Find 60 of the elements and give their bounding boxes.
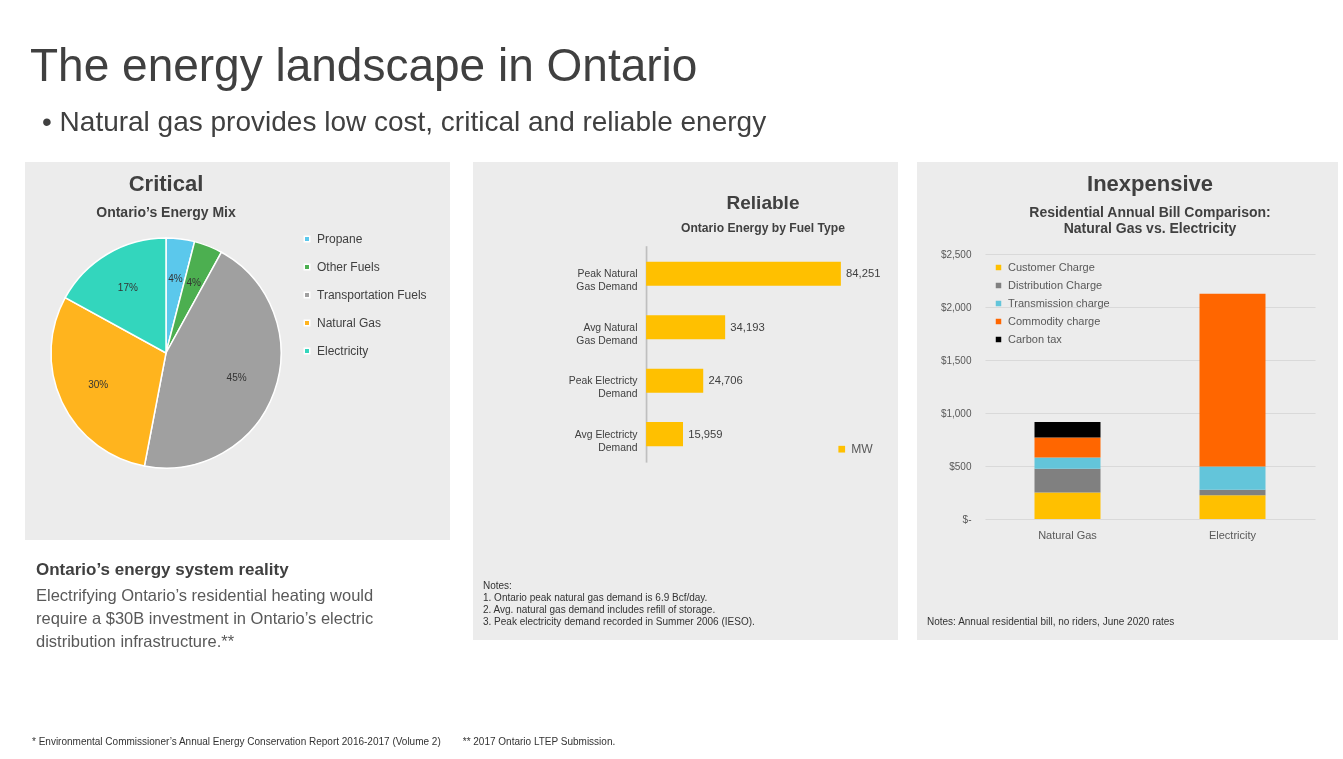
y-tick-label: $- <box>962 513 972 525</box>
y-tick-label: $500 <box>949 460 972 472</box>
y-tick-label: Peak Natural Gas Demand <box>576 268 638 293</box>
y-tick-label: Avg Natural Gas Demand <box>576 321 638 346</box>
data-label: 84,251 <box>846 267 881 280</box>
text: Ontario’s energy system reality <box>36 560 289 580</box>
chart-title: Reliable <box>726 192 800 214</box>
text: Electrifying Ontario’s residential heating would require a $30B investment in Ontario’s electric distribution infrastructure.** <box>36 585 375 652</box>
text: • Natural gas provides low cost, critical and reliable energy <box>42 106 767 138</box>
bar <box>1034 457 1101 469</box>
bar <box>646 422 684 447</box>
bar <box>646 315 726 340</box>
text: Notes: <box>483 580 513 592</box>
data-label: 15,959 <box>688 427 723 440</box>
legend-label: Other Fuels <box>317 260 380 274</box>
bar <box>1199 466 1266 490</box>
data-label: 30% <box>88 378 109 390</box>
chart-title: Inexpensive <box>1087 171 1213 196</box>
legend-label: Carbon tax <box>1008 332 1063 345</box>
chart-subtitle: Ontario Energy by Fuel Type <box>680 220 846 235</box>
y-tick-label: Avg Electricty Demand <box>574 428 639 453</box>
legend-label: Propane <box>317 232 363 246</box>
text: 3. Peak electricity demand recorded in Summer 2006 (IESO). <box>483 616 755 628</box>
bar <box>1034 468 1101 493</box>
text: The energy landscape in Ontario <box>30 38 698 92</box>
data-label: 45% <box>226 372 247 384</box>
y-tick-label: $2,000 <box>940 301 972 313</box>
text: Notes: Annual residential bill, no riders, June 2020 rates <box>927 616 1175 628</box>
text: 2. Avg. natural gas demand includes refill of storage. <box>483 604 717 616</box>
bar <box>646 261 841 286</box>
data-label: 17% <box>117 282 138 294</box>
bar <box>1199 489 1266 496</box>
y-tick-label: $1,000 <box>940 407 972 419</box>
legend-label: Natural Gas <box>317 316 382 330</box>
bar <box>1034 437 1101 458</box>
data-label: 4% <box>186 277 201 289</box>
legend-label: MW <box>851 441 874 456</box>
legend-label: Transportation Fuels <box>317 288 427 302</box>
chart-subtitle: Ontario’s Energy Mix <box>96 204 236 220</box>
legend-label: Distribution Charge <box>1008 278 1103 291</box>
legend-label: Commodity charge <box>1008 314 1101 327</box>
text: * Environmental Commissioner’s Annual Energy Conservation Report 2016-2017 (Volume 2) <box>32 736 441 747</box>
y-tick-label: Peak Electricty Demand <box>568 375 639 400</box>
legend-label: Transmission charge <box>1008 296 1110 309</box>
data-label: 34,193 <box>730 320 765 333</box>
bar <box>646 368 704 393</box>
bar <box>1199 293 1266 467</box>
legend-label: Customer Charge <box>1008 260 1095 273</box>
bar <box>1034 422 1101 438</box>
bar <box>1199 495 1266 519</box>
y-tick-label: $2,500 <box>940 248 972 260</box>
chart-title: Critical <box>128 171 204 196</box>
text: 1. Ontario peak natural gas demand is 6.9 Bcf/day. <box>483 592 709 604</box>
chart-subtitle: Residential Annual Bill Comparison: Natural Gas vs. Electricity <box>1029 204 1271 236</box>
data-label: 4% <box>168 272 183 284</box>
data-label: 24,706 <box>708 374 743 387</box>
y-tick-label: $1,500 <box>940 354 972 366</box>
text: ** 2017 Ontario LTEP Submission. <box>462 736 616 747</box>
bar <box>1034 492 1101 519</box>
legend-label: Electricity <box>317 344 369 358</box>
